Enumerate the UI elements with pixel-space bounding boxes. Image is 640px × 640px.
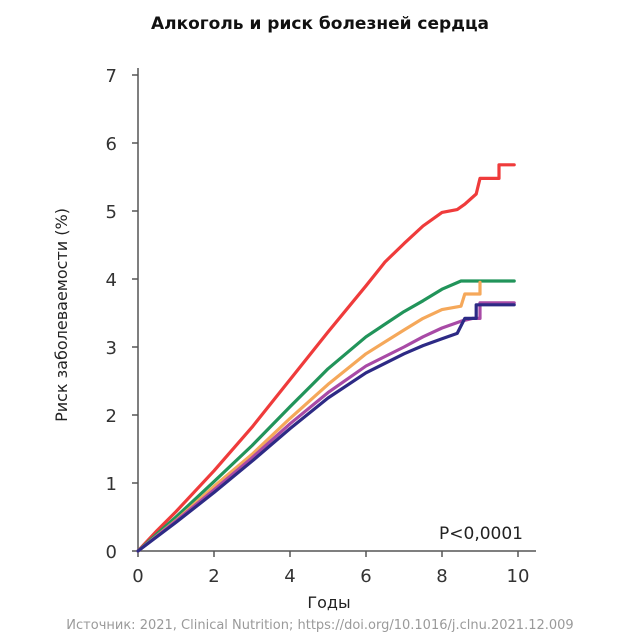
x-tick-label: 0: [132, 566, 143, 587]
y-tick-label: 2: [106, 406, 117, 427]
series-line-3: [136, 280, 482, 553]
y-tick-label: 1: [106, 474, 117, 495]
y-tick-label: 5: [106, 202, 117, 223]
y-tick-label: 6: [106, 134, 117, 155]
chart-ticks: 0 2 4 6 8 10 0 1 2 3 4 5 6 7: [106, 66, 530, 587]
p-value-annotation: P<0,0001: [439, 524, 523, 544]
y-tick-label: 3: [106, 338, 117, 359]
y-tick-label: 0: [106, 542, 117, 563]
series-line-4: [136, 301, 516, 553]
y-axis-label: Риск заболеваемости (%): [52, 208, 71, 422]
chart-axes: [137, 68, 536, 552]
series-line-2: [136, 279, 516, 553]
x-tick-label: 2: [208, 566, 219, 587]
series-line-5: [136, 303, 516, 553]
y-tick-label: 7: [106, 66, 117, 87]
x-tick-label: 10: [507, 566, 530, 587]
chart-title: Алкоголь и риск болезней сердца: [150, 14, 490, 34]
x-tick-label: 8: [436, 566, 447, 587]
source-caption: Источник: 2021, Clinical Nutrition; http…: [66, 618, 574, 633]
series-line-1: [136, 163, 516, 553]
y-tick-label: 4: [106, 270, 117, 291]
chart-series: [136, 163, 516, 553]
x-axis-label: Годы: [307, 593, 350, 612]
x-tick-label: 4: [284, 566, 295, 587]
x-tick-label: 6: [360, 566, 371, 587]
